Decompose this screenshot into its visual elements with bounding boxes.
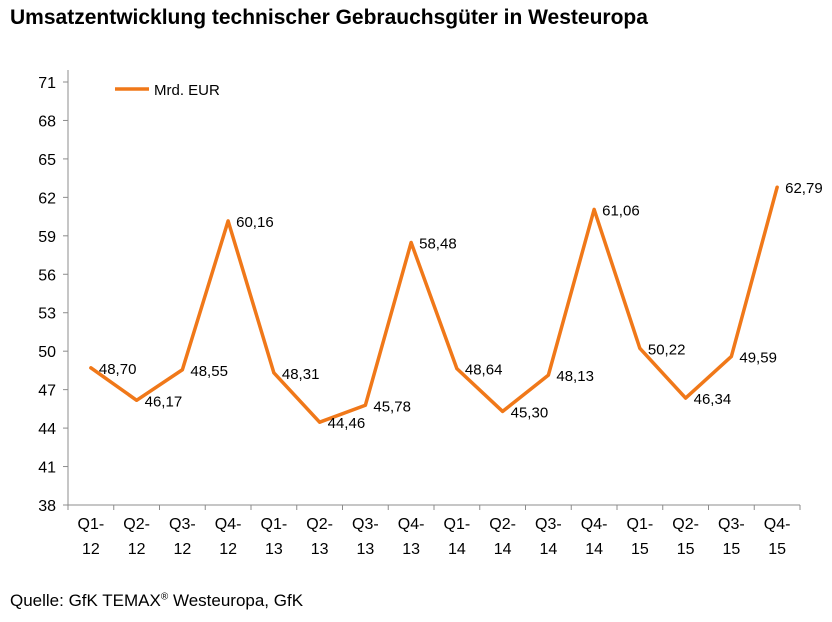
data-point — [546, 373, 550, 377]
x-tick-label: 12 — [173, 541, 191, 558]
series-line — [89, 185, 779, 424]
x-tick-label: 13 — [311, 541, 329, 558]
x-tick-label: Q3- — [535, 516, 562, 533]
x-tick-label: Q2- — [672, 516, 699, 533]
data-point — [363, 403, 367, 407]
data-label: 48,55 — [190, 363, 228, 380]
x-tick-label: 14 — [494, 541, 512, 558]
x-tick-label: 14 — [448, 541, 466, 558]
data-label: 50,22 — [648, 341, 686, 358]
data-label: 60,16 — [236, 214, 274, 231]
y-tick-label: 71 — [38, 75, 56, 92]
y-tick-label: 56 — [38, 267, 56, 284]
data-point — [729, 354, 733, 358]
data-label: 62,79 — [785, 180, 823, 197]
x-tick-label: Q1- — [261, 516, 288, 533]
y-tick-label: 62 — [38, 190, 56, 207]
x-tick-label: 12 — [128, 541, 146, 558]
x-tick-label: Q4- — [398, 516, 425, 533]
x-tick-label: 15 — [768, 541, 786, 558]
chart-title: Umsatzentwicklung technischer Gebrauchsg… — [10, 6, 648, 29]
data-point — [409, 240, 413, 244]
data-point — [455, 367, 459, 371]
data-point — [775, 185, 779, 189]
x-tick-label: Q4- — [581, 516, 608, 533]
y-tick-label: 59 — [38, 229, 56, 246]
x-tick-label: 13 — [402, 541, 420, 558]
x-tick-label: 13 — [265, 541, 283, 558]
x-tick-label: Q1- — [627, 516, 654, 533]
data-label: 49,59 — [739, 349, 777, 366]
y-tick-label: 44 — [38, 421, 56, 438]
x-tick-label: Q1- — [444, 516, 471, 533]
y-tick-label: 38 — [38, 498, 56, 515]
x-tick-label: 15 — [722, 541, 740, 558]
x-tick-label: 15 — [677, 541, 695, 558]
data-label: 48,70 — [99, 361, 137, 378]
data-point — [592, 207, 596, 211]
data-label: 61,06 — [602, 202, 640, 219]
y-tick-label: 50 — [38, 344, 56, 361]
x-tick-label: Q2- — [123, 516, 150, 533]
x-tick-label: Q1- — [78, 516, 105, 533]
data-label: 44,46 — [328, 415, 366, 432]
y-tick-label: 65 — [38, 152, 56, 169]
data-point — [684, 396, 688, 400]
data-point — [135, 398, 139, 402]
registered-mark: ® — [160, 591, 169, 603]
x-tick-label: Q4- — [764, 516, 791, 533]
x-tick-label: Q3- — [352, 516, 379, 533]
y-tick-label: 68 — [38, 113, 56, 130]
data-point — [180, 368, 184, 372]
data-point — [501, 409, 505, 413]
x-tick-label: 15 — [631, 541, 649, 558]
data-point — [89, 366, 93, 370]
data-label: 58,48 — [419, 235, 457, 252]
source-prefix: Quelle: GfK TEMAX — [10, 591, 161, 610]
data-point — [226, 219, 230, 223]
source-suffix: Westeuropa, GfK — [168, 591, 304, 610]
data-label: 48,31 — [282, 366, 320, 383]
data-label: 45,30 — [511, 404, 549, 421]
data-point — [638, 346, 642, 350]
x-tick-label: Q3- — [718, 516, 745, 533]
x-tick-label: Q3- — [169, 516, 196, 533]
data-label: 45,78 — [373, 398, 411, 415]
x-tick-label: Q2- — [489, 516, 516, 533]
x-tick-label: Q4- — [215, 516, 242, 533]
source-note: Quelle: GfK TEMAX® Westeuropa, GfK — [10, 591, 303, 611]
y-tick-label: 41 — [38, 460, 56, 477]
x-tick-label: 14 — [539, 541, 557, 558]
data-point — [272, 371, 276, 375]
x-tick-label: 13 — [356, 541, 374, 558]
data-label: 46,17 — [145, 393, 183, 410]
x-tick-label: 12 — [219, 541, 237, 558]
x-tick-label: Q2- — [306, 516, 333, 533]
data-point — [318, 420, 322, 424]
x-tick-label: 12 — [82, 541, 100, 558]
data-label: 48,13 — [556, 368, 594, 385]
data-label: 46,34 — [694, 391, 732, 408]
data-label: 48,64 — [465, 362, 503, 379]
legend-label: Mrd. EUR — [154, 82, 220, 99]
y-tick-label: 53 — [38, 306, 56, 323]
x-tick-label: 14 — [585, 541, 603, 558]
y-tick-label: 47 — [38, 383, 56, 400]
